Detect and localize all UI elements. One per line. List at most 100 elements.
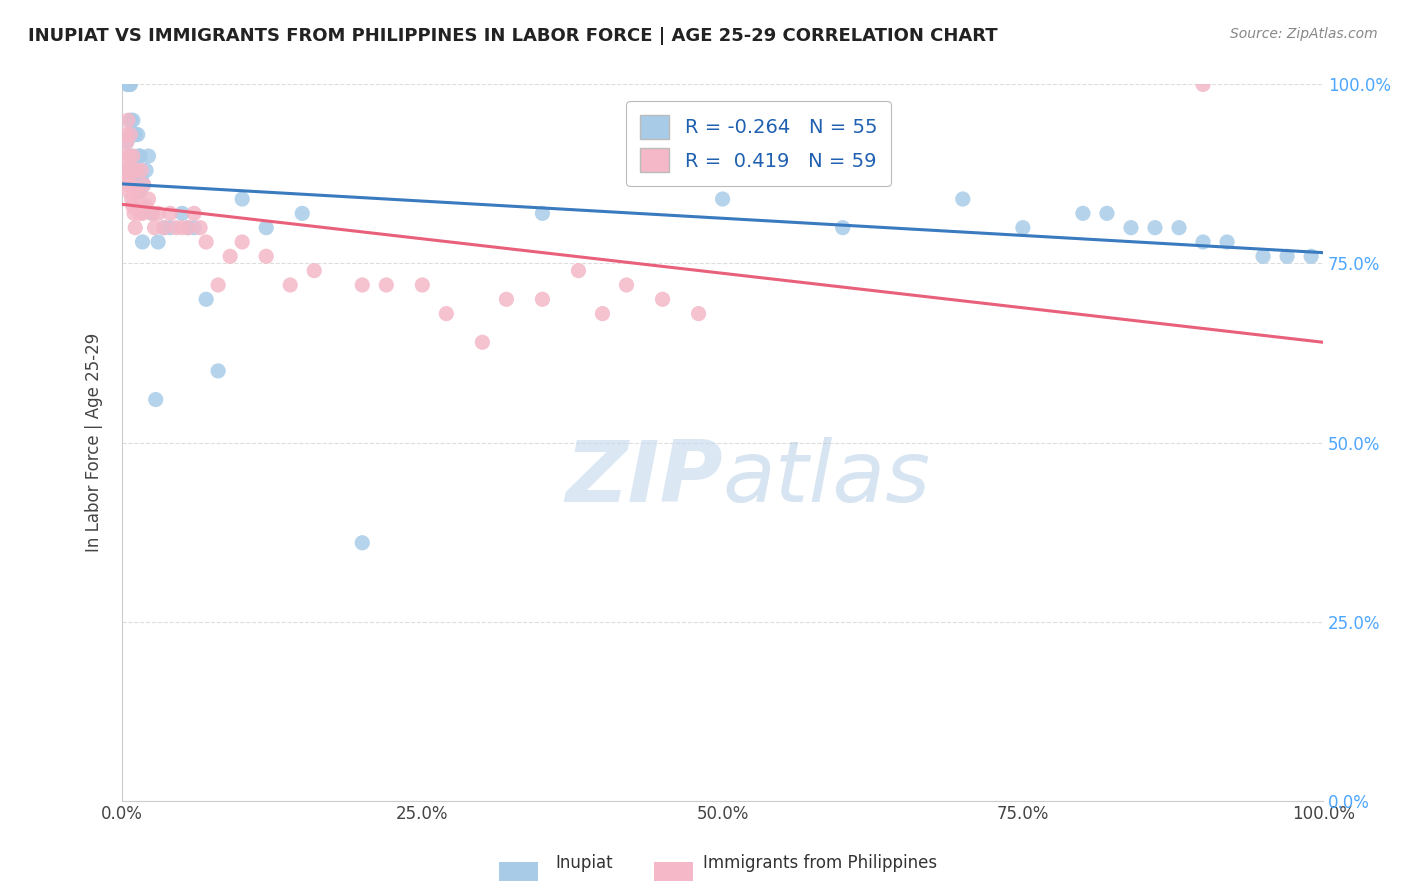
Point (172, 206, 194, 220)
Point (121, 199, 143, 213)
Point (115, 135, 138, 149)
Point (651, 293, 673, 307)
Point (122, 128, 145, 142)
Point (411, 277, 433, 292)
Point (1251, 249, 1274, 263)
Point (128, 185, 150, 199)
Point (114, 149, 136, 163)
Point (141, 206, 163, 220)
Point (531, 293, 554, 307)
Point (143, 220, 166, 235)
Point (124, 185, 146, 199)
Text: ZIP: ZIP (565, 437, 723, 520)
Point (531, 206, 554, 220)
Point (831, 220, 853, 235)
Point (146, 235, 169, 249)
Point (132, 178, 155, 192)
Point (1301, 249, 1323, 263)
Point (125, 178, 148, 192)
Point (195, 293, 218, 307)
Point (117, 113, 139, 128)
Point (567, 263, 589, 277)
Point (128, 149, 150, 163)
Point (592, 307, 614, 321)
Point (115, 135, 138, 149)
Point (118, 78, 141, 92)
Text: Immigrants from Philippines: Immigrants from Philippines (703, 855, 938, 872)
Point (141, 206, 163, 220)
Point (129, 206, 152, 220)
Text: Inupiat: Inupiat (555, 855, 613, 872)
Point (1119, 220, 1142, 235)
Point (117, 163, 139, 178)
Point (188, 220, 211, 235)
Point (118, 149, 141, 163)
Point (302, 263, 325, 277)
Point (1192, 235, 1215, 249)
Point (291, 206, 314, 220)
Point (132, 178, 155, 192)
Point (495, 293, 517, 307)
Point (1012, 220, 1035, 235)
Point (120, 78, 142, 92)
Point (952, 192, 974, 206)
Point (207, 364, 229, 378)
Point (1192, 78, 1215, 92)
Point (122, 163, 145, 178)
Point (127, 199, 149, 213)
Point (129, 170, 152, 185)
Text: atlas: atlas (723, 437, 931, 520)
Point (129, 149, 152, 163)
Point (688, 307, 710, 321)
Point (117, 178, 139, 192)
Point (122, 206, 145, 220)
Point (1095, 206, 1118, 220)
Point (1143, 220, 1166, 235)
Point (121, 163, 143, 178)
Point (129, 163, 152, 178)
Point (1168, 220, 1191, 235)
Point (145, 392, 167, 407)
Point (129, 185, 152, 199)
Point (172, 220, 194, 235)
Point (254, 249, 277, 263)
Point (127, 170, 149, 185)
Point (195, 235, 218, 249)
Point (231, 192, 253, 206)
Point (121, 163, 143, 178)
Point (135, 199, 157, 213)
Point (165, 220, 187, 235)
Point (183, 206, 205, 220)
Point (135, 163, 157, 178)
Point (352, 536, 374, 550)
Legend: R = -0.264   N = 55, R =  0.419   N = 59: R = -0.264 N = 55, R = 0.419 N = 59 (627, 102, 891, 186)
Point (124, 128, 146, 142)
Point (122, 163, 145, 178)
Point (177, 220, 200, 235)
Point (120, 170, 142, 185)
Point (375, 277, 398, 292)
Point (471, 335, 494, 350)
Point (254, 220, 277, 235)
Point (146, 206, 169, 220)
Point (118, 78, 141, 92)
Text: Source: ZipAtlas.com: Source: ZipAtlas.com (1230, 27, 1378, 41)
Point (159, 206, 181, 220)
Point (117, 78, 139, 92)
Text: INUPIAT VS IMMIGRANTS FROM PHILIPPINES IN LABOR FORCE | AGE 25-29 CORRELATION CH: INUPIAT VS IMMIGRANTS FROM PHILIPPINES I… (28, 27, 998, 45)
Point (121, 192, 143, 206)
Point (207, 277, 229, 292)
Point (117, 78, 139, 92)
Point (114, 163, 136, 178)
Point (127, 128, 149, 142)
Y-axis label: In Labor Force | Age 25-29: In Labor Force | Age 25-29 (86, 333, 103, 552)
Point (121, 149, 143, 163)
Point (138, 192, 160, 206)
Point (1275, 249, 1298, 263)
Point (219, 249, 242, 263)
Point (114, 163, 136, 178)
Point (121, 113, 143, 128)
Point (1071, 206, 1094, 220)
Point (278, 277, 301, 292)
Point (231, 235, 253, 249)
